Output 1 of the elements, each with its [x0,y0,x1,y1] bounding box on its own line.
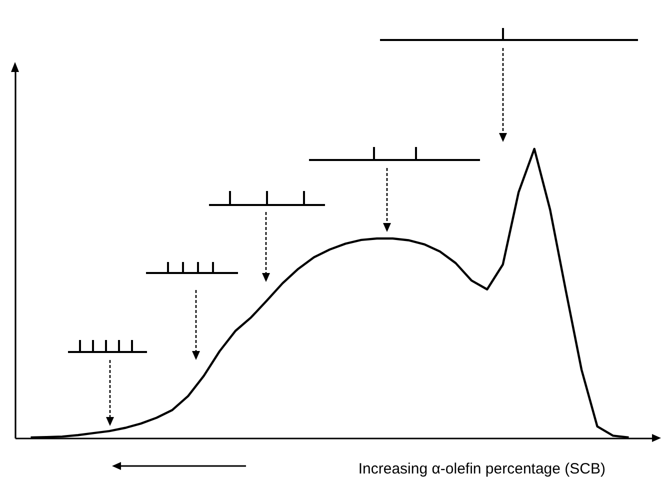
x-axis-title: Increasing α-olefin percentage (SCB) [358,460,606,477]
